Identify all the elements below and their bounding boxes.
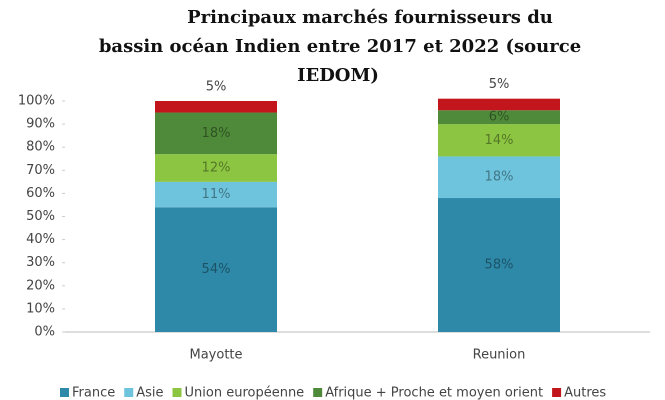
legend-label: Autres xyxy=(564,386,606,400)
bar-segment xyxy=(155,181,277,208)
chart-title: bassin océan Indien entre 2017 et 2022 (… xyxy=(99,36,581,57)
x-tick-label: Reunion xyxy=(473,348,526,363)
data-label: 54% xyxy=(202,262,231,277)
y-tick-label: 60% xyxy=(26,186,55,201)
bar-segment xyxy=(438,124,560,157)
x-tick-label: Mayotte xyxy=(189,348,242,363)
data-label: 58% xyxy=(485,258,514,273)
data-label: 18% xyxy=(202,126,231,141)
y-tick-label: 0% xyxy=(34,325,55,340)
legend-label: Asie xyxy=(136,386,163,400)
data-label: 12% xyxy=(202,160,231,175)
y-tick-label: 40% xyxy=(26,232,55,247)
data-label: 5% xyxy=(489,77,510,92)
y-tick-label: 10% xyxy=(26,301,55,316)
legend-label: France xyxy=(72,386,115,400)
bar-segment xyxy=(438,198,560,332)
legend-swatch xyxy=(313,388,323,397)
bar-segment xyxy=(438,156,560,199)
y-tick-label: 70% xyxy=(26,163,55,178)
legend-label: Afrique + Proche et moyen orient xyxy=(325,386,543,400)
legend-label: Union européenne xyxy=(185,386,305,400)
y-tick-label: 100% xyxy=(18,94,55,109)
bar-segment xyxy=(438,110,560,125)
data-label: 18% xyxy=(485,170,514,185)
legend-swatch xyxy=(124,388,134,397)
chart-title: Principaux marchés fournisseurs du xyxy=(187,7,553,28)
legend-swatch xyxy=(552,388,562,397)
chart-title: IEDOM) xyxy=(297,65,379,86)
y-tick-label: 30% xyxy=(26,255,55,270)
legend-swatch xyxy=(60,388,69,397)
bar-segment xyxy=(155,207,277,332)
bar-segment xyxy=(155,154,277,182)
data-label: 5% xyxy=(206,80,227,95)
bar-segment xyxy=(155,101,277,113)
data-label: 6% xyxy=(489,110,510,125)
bar-segment xyxy=(155,112,277,155)
y-tick-label: 20% xyxy=(26,278,55,293)
data-label: 14% xyxy=(485,133,514,148)
legend-swatch xyxy=(172,388,182,397)
y-tick-label: 50% xyxy=(26,209,55,224)
data-label: 11% xyxy=(202,187,231,202)
y-tick-label: 90% xyxy=(26,117,55,132)
y-tick-label: 80% xyxy=(26,140,55,155)
bar-segment xyxy=(438,98,560,111)
